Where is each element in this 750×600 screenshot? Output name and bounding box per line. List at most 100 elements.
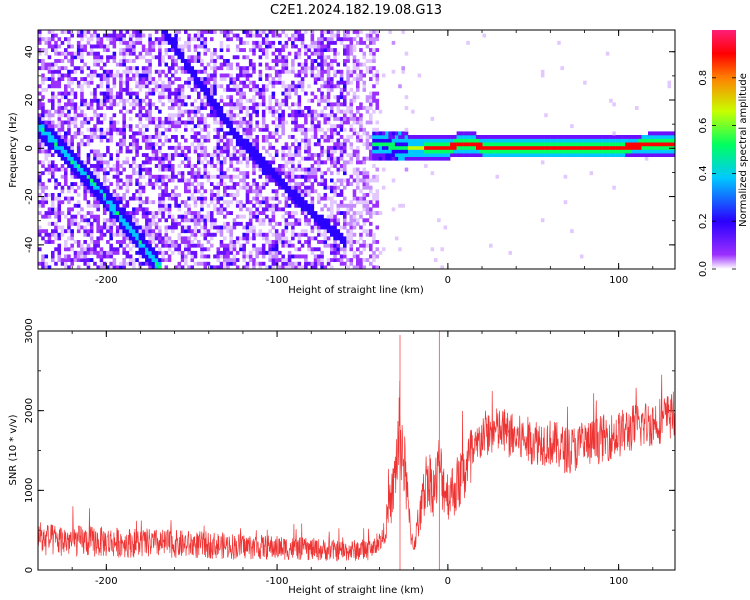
heatmap-cell [359, 232, 363, 237]
heatmap-cell [563, 174, 568, 179]
heatmap-cell [158, 200, 162, 205]
heatmap-cell [245, 171, 250, 176]
heatmap-cell [60, 135, 65, 139]
heatmap-cell [372, 149, 376, 154]
heatmap-cell [229, 247, 233, 252]
heatmap-cell [154, 214, 159, 219]
heatmap-cell [64, 95, 68, 100]
heatmap-cell [349, 37, 354, 42]
heatmap-cell [252, 236, 256, 241]
heatmap-cell [145, 66, 149, 71]
heatmap-cell [164, 236, 169, 241]
heatmap-cell [320, 258, 324, 263]
heatmap-cell [64, 51, 68, 56]
heatmap-cell [115, 127, 120, 132]
heatmap-cell [573, 138, 577, 143]
heatmap-cell [291, 142, 295, 147]
heatmap-cell [148, 138, 152, 143]
heatmap-cell [346, 106, 350, 110]
heatmap-cell [294, 265, 298, 269]
heatmap-cell [76, 131, 81, 136]
heatmap-cell [190, 250, 195, 255]
heatmap-cell [635, 153, 639, 158]
heatmap-cell [76, 66, 81, 71]
heatmap-cell [51, 66, 55, 71]
heatmap-cell [38, 113, 42, 118]
heatmap-cell [115, 37, 120, 42]
heatmap-cell [112, 113, 117, 118]
heatmap-cell [109, 247, 113, 252]
spectrogram-x-tick-label: -100 [266, 275, 289, 286]
heatmap-cell [47, 116, 52, 121]
heatmap-cell [76, 185, 81, 190]
heatmap-cell [599, 149, 603, 154]
heatmap-cell [258, 156, 263, 161]
heatmap-cell [654, 135, 659, 139]
heatmap-cell [245, 193, 250, 197]
heatmap-cell [187, 182, 191, 187]
heatmap-cell [229, 200, 233, 205]
heatmap-cell [161, 37, 165, 42]
heatmap-cell [609, 142, 613, 147]
heatmap-cell [145, 225, 149, 230]
heatmap-cell [44, 185, 49, 190]
heatmap-cell [167, 207, 172, 212]
heatmap-cell [570, 142, 574, 147]
heatmap-cell [317, 51, 321, 56]
heatmap-cell [356, 182, 360, 187]
heatmap-cell [304, 214, 308, 219]
heatmap-cell [122, 116, 126, 121]
heatmap-cell [420, 156, 425, 161]
heatmap-cell [200, 102, 204, 107]
heatmap-cell [187, 62, 191, 67]
heatmap-cell [261, 124, 266, 129]
heatmap-cell [219, 116, 224, 121]
heatmap-cell [323, 113, 328, 118]
heatmap-cell [330, 77, 334, 82]
heatmap-cell [128, 127, 133, 132]
heatmap-cell [323, 218, 328, 223]
heatmap-cell [437, 135, 441, 139]
heatmap-cell [67, 73, 71, 78]
heatmap-cell [336, 116, 341, 121]
heatmap-cell [330, 59, 334, 63]
heatmap-cell [304, 106, 308, 110]
heatmap-cell [297, 265, 302, 269]
heatmap-cell [531, 135, 535, 139]
heatmap-cell [177, 48, 182, 53]
heatmap-cell [398, 135, 402, 139]
heatmap-cell [223, 258, 227, 263]
heatmap-cell [57, 116, 62, 121]
heatmap-cell [161, 182, 165, 187]
heatmap-cell [381, 156, 386, 161]
heatmap-cell [109, 135, 113, 139]
heatmap-cell [359, 236, 363, 241]
heatmap-cell [294, 120, 298, 125]
heatmap-cell [317, 62, 321, 67]
heatmap-cell [362, 193, 367, 197]
heatmap-cell [219, 232, 224, 237]
heatmap-cell [281, 80, 285, 85]
heatmap-cell [388, 153, 392, 158]
heatmap-cell [122, 40, 126, 45]
heatmap-cell [352, 225, 357, 230]
heatmap-cell [274, 171, 279, 176]
heatmap-cell [242, 138, 246, 143]
heatmap-cell [93, 196, 97, 201]
heatmap-cell [248, 87, 253, 92]
heatmap-cell [93, 200, 97, 205]
heatmap-cell [424, 149, 428, 154]
heatmap-cell [145, 95, 149, 100]
heatmap-cell [187, 149, 191, 154]
heatmap-cell [255, 200, 259, 205]
heatmap-cell [291, 116, 295, 121]
heatmap-cell [339, 116, 344, 121]
heatmap-cell [135, 218, 139, 223]
heatmap-cell [330, 232, 334, 237]
heatmap-cell [304, 240, 308, 244]
heatmap-cell [515, 138, 519, 143]
heatmap-cell [164, 229, 169, 234]
heatmap-cell [210, 160, 214, 165]
heatmap-cell [200, 232, 204, 237]
heatmap-cell [41, 106, 45, 110]
